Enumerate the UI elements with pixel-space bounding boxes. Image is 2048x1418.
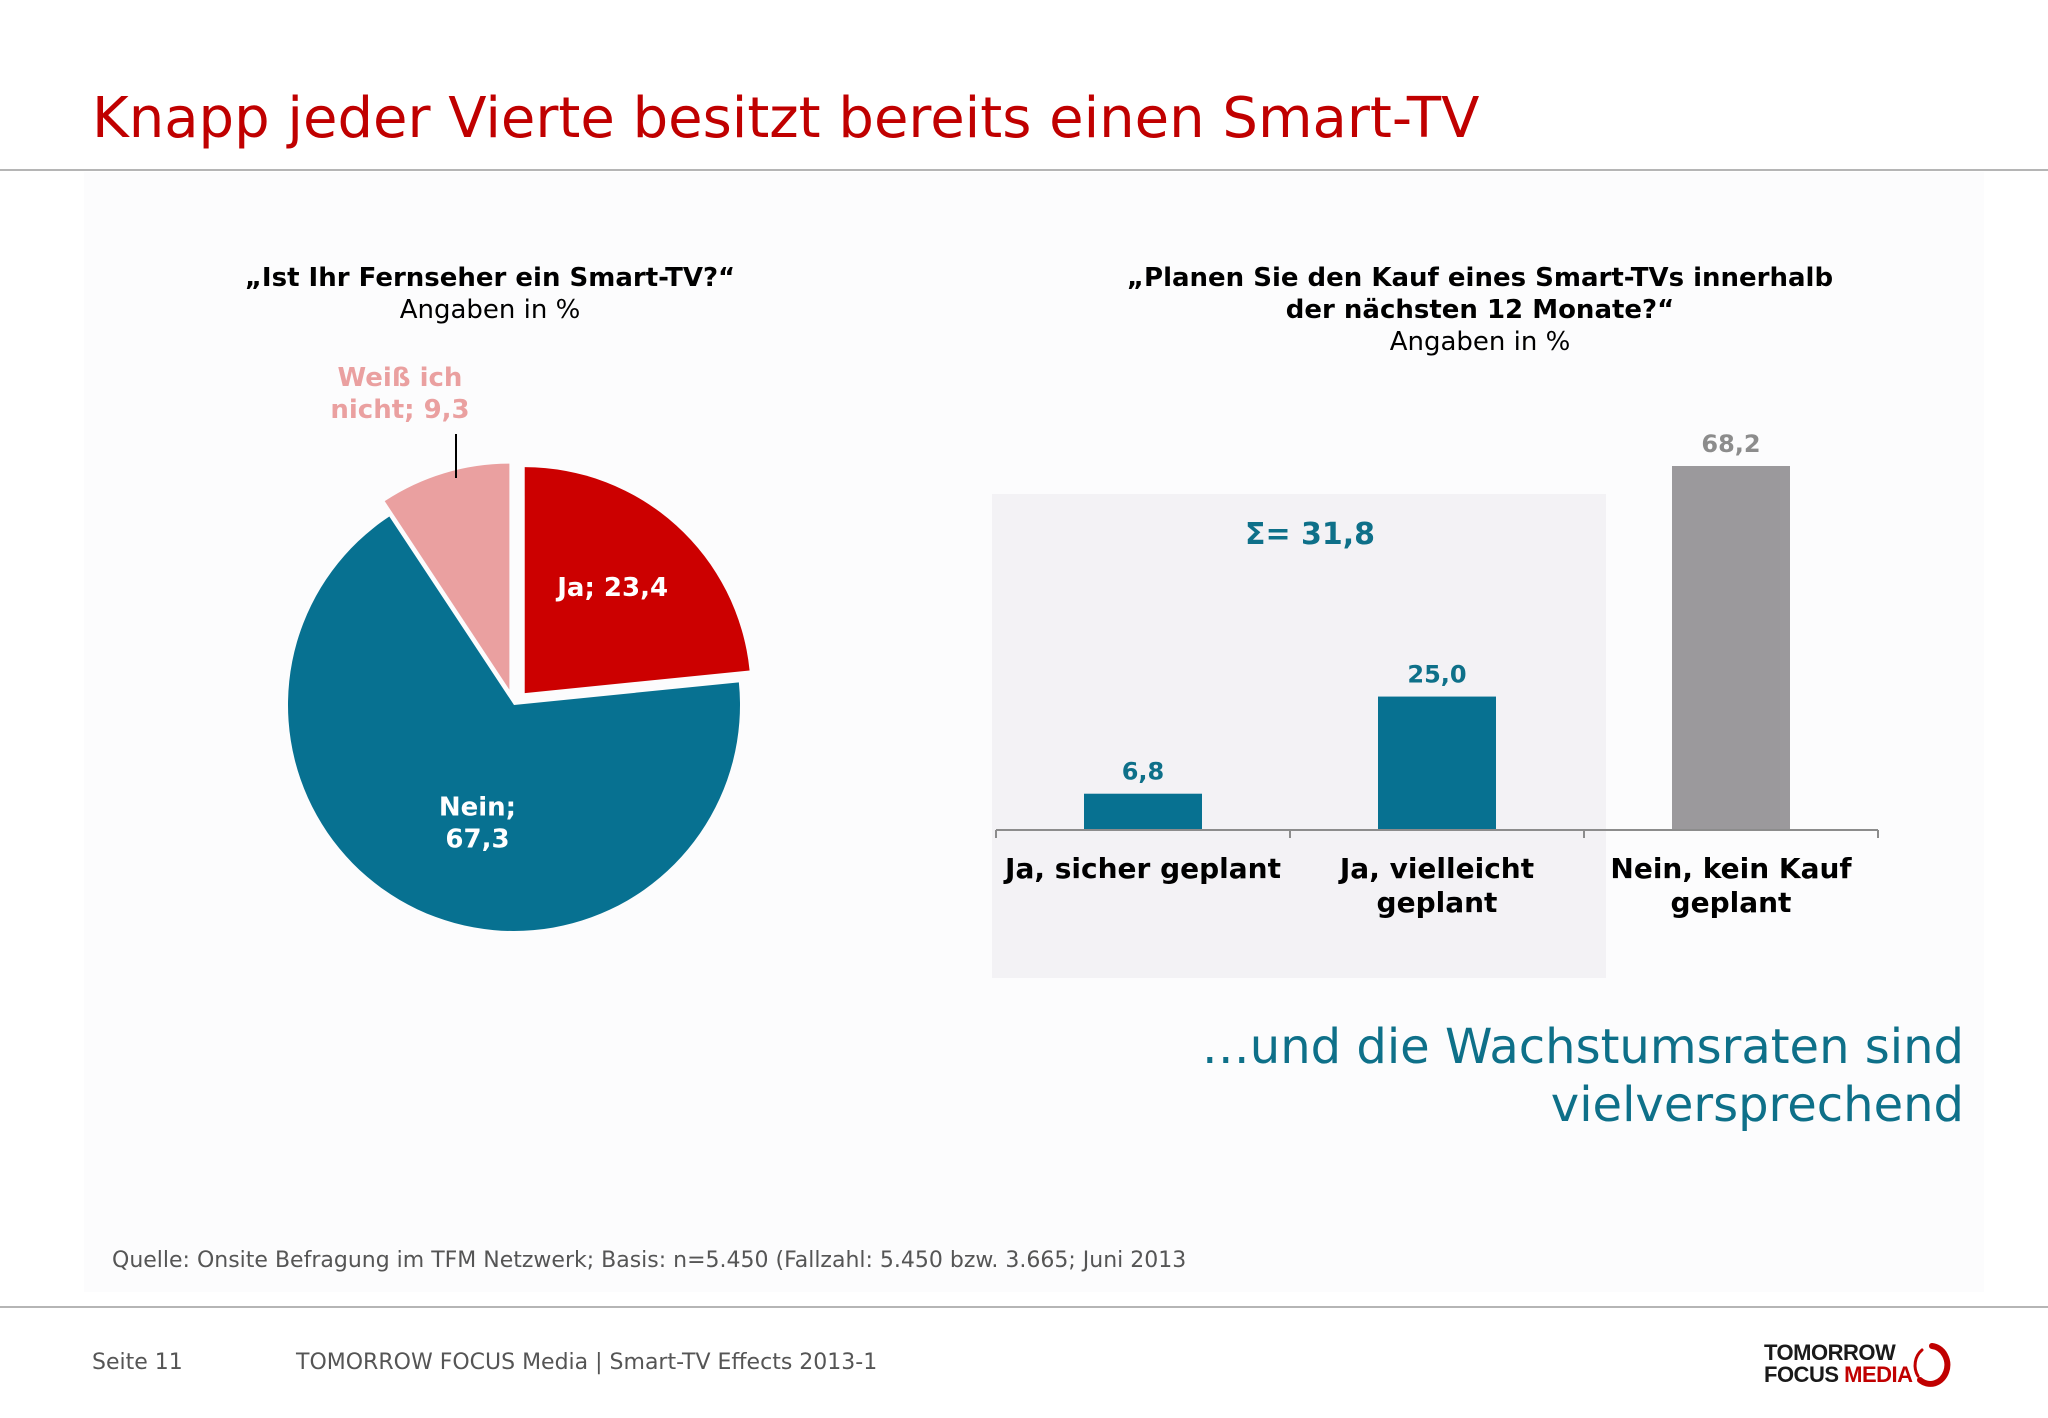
pie-chart-title: „Ist Ihr Fernseher ein Smart-TV?“ Angabe… bbox=[190, 262, 790, 326]
sum-label: Σ= 31,8 bbox=[1245, 517, 1375, 552]
logo-line2: FOCUS MEDIA bbox=[1764, 1364, 1913, 1386]
pie-question: „Ist Ihr Fernseher ein Smart-TV?“ bbox=[244, 263, 736, 293]
source-note: Quelle: Onsite Befragung im TFM Netzwerk… bbox=[112, 1248, 1187, 1273]
pie-label-wei-ich-nicht: Weiß ich nicht; 9,3 bbox=[330, 363, 469, 425]
bar-value-label-1: 6,8 bbox=[1122, 758, 1165, 786]
pie-slice-nein bbox=[288, 516, 740, 931]
pie-slice-ja bbox=[524, 467, 750, 694]
pie-unit: Angaben in % bbox=[399, 295, 581, 325]
tagline: …und die Wachstumsraten sind vielverspre… bbox=[1202, 1018, 1964, 1134]
bar-3 bbox=[1672, 466, 1790, 830]
bar-value-label-2: 25,0 bbox=[1407, 661, 1466, 689]
bar-chart: Σ= 31,8 6,8 Ja, sicher geplant 25,0 Ja, viel… bbox=[992, 430, 1879, 978]
slide-title: Knapp jeder Vierte besitzt bereits einen… bbox=[92, 86, 1480, 151]
footer-divider bbox=[0, 1306, 2048, 1308]
bar-unit: Angaben in % bbox=[1389, 327, 1571, 357]
pie-label-nein: Nein; 67,3 bbox=[439, 793, 516, 855]
bar-question-line1: „Planen Sie den Kauf eines Smart-TVs inn… bbox=[1126, 263, 1834, 293]
bar-value-label-3: 68,2 bbox=[1701, 430, 1760, 458]
logo-focus: FOCUS bbox=[1764, 1362, 1845, 1387]
tagline-line1: …und die Wachstumsraten sind bbox=[1201, 1019, 1964, 1075]
bar-category-label-1: Ja, sicher geplant bbox=[1003, 852, 1281, 885]
planned-highlight-box bbox=[992, 494, 1606, 978]
pie-slice-wei-ich-nicht bbox=[384, 463, 510, 690]
bar-question-line2: der nächsten 12 Monate?“ bbox=[1285, 295, 1675, 325]
bar-category-label-2: Ja, vielleicht geplant bbox=[1338, 852, 1534, 919]
logo-line1: TOMORROW bbox=[1764, 1340, 1896, 1365]
footer-text: TOMORROW FOCUS Media | Smart-TV Effects … bbox=[296, 1350, 878, 1375]
page-number: Seite 11 bbox=[92, 1350, 183, 1375]
logo-media: MEDIA bbox=[1844, 1362, 1913, 1387]
bar-2 bbox=[1378, 696, 1496, 830]
pie-chart: Ja; 23,4 Nein; 67,3 Weiß ich nicht; 9,3 bbox=[288, 363, 750, 931]
pie-label-ja: Ja; 23,4 bbox=[555, 573, 668, 603]
tagline-line2: vielversprechend bbox=[1550, 1077, 1964, 1133]
bar-category-label-3: Nein, kein Kauf geplant bbox=[1610, 852, 1852, 919]
bar-chart-title: „Planen Sie den Kauf eines Smart-TVs inn… bbox=[1060, 262, 1900, 358]
tomorrow-focus-media-logo: TOMORROW FOCUS MEDIA bbox=[1764, 1340, 1964, 1390]
logo-ring-icon bbox=[1913, 1343, 1951, 1387]
bar-1 bbox=[1084, 793, 1202, 830]
header-divider bbox=[0, 169, 2048, 171]
